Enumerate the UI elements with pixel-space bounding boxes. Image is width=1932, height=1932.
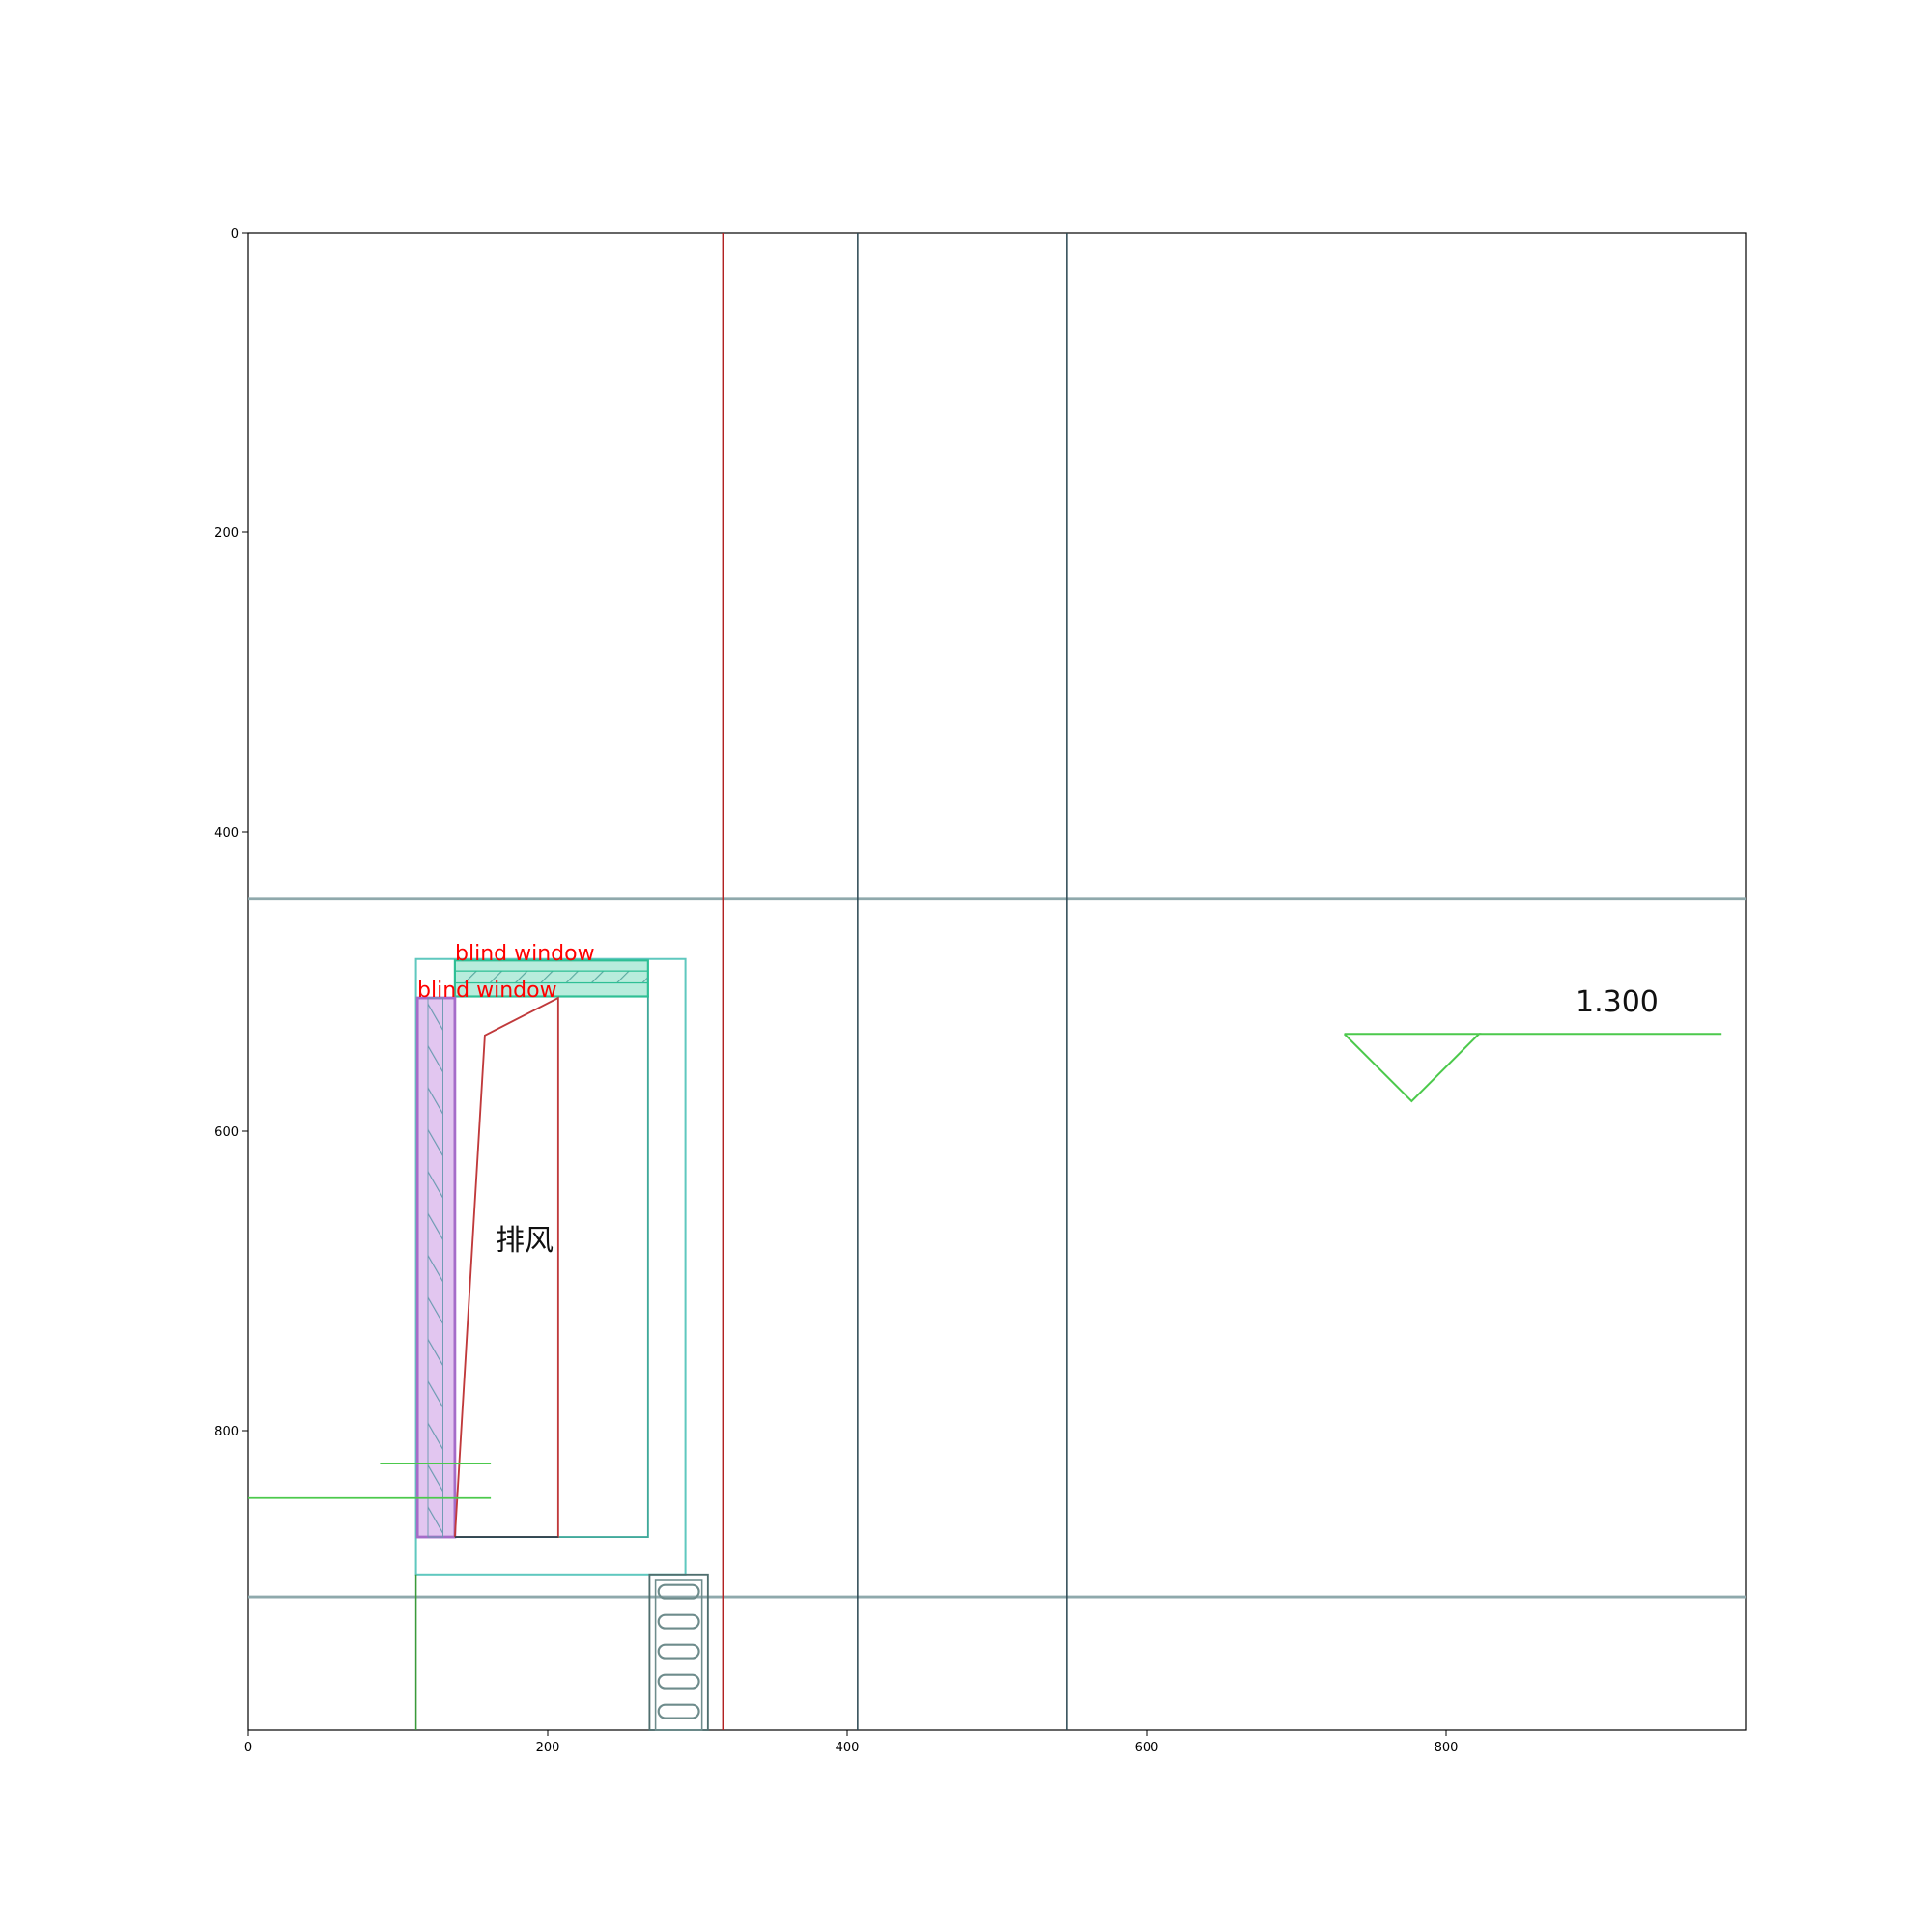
- plot-frame: [247, 232, 1747, 1731]
- shaft-outer-outline: [414, 957, 687, 1576]
- y-tick-label: 400: [214, 826, 239, 840]
- blind-window-label-left: blind window: [417, 979, 557, 1003]
- blind-window-label-top: blind window: [455, 942, 595, 966]
- y-axis-ticks: 0 200 400 600 800: [214, 227, 248, 1439]
- ladder-rung: [657, 1583, 700, 1600]
- ladder-frame-inner: [654, 1579, 703, 1731]
- x-tick-label: 400: [836, 1741, 860, 1755]
- y-tick-label: 600: [214, 1125, 239, 1140]
- x-tick-label: 800: [1435, 1741, 1459, 1755]
- y-tick-label: 800: [214, 1425, 239, 1439]
- x-tick-label: 0: [244, 1741, 252, 1755]
- elevation-marker: [1343, 1033, 1482, 1103]
- y-tick-label: 0: [231, 227, 239, 242]
- door-swing: [453, 996, 559, 1538]
- x-axis-ticks: 0 200 400 600 800: [244, 1730, 1459, 1755]
- ladder-rung: [657, 1643, 700, 1660]
- ladder-rung: [657, 1613, 700, 1630]
- ladder-rung: [657, 1673, 700, 1690]
- blind-window-vertical-hatch: [427, 997, 443, 1538]
- elevation-label: 1.300: [1576, 985, 1659, 1019]
- ladder-rung: [657, 1703, 700, 1719]
- x-tick-label: 200: [536, 1741, 560, 1755]
- drawing-content: [248, 233, 1746, 1731]
- blind-window-horizontal-hatch: [454, 970, 649, 984]
- x-tick-label: 600: [1135, 1741, 1159, 1755]
- y-tick-label: 200: [214, 526, 239, 541]
- room-label: 排风: [496, 1224, 554, 1258]
